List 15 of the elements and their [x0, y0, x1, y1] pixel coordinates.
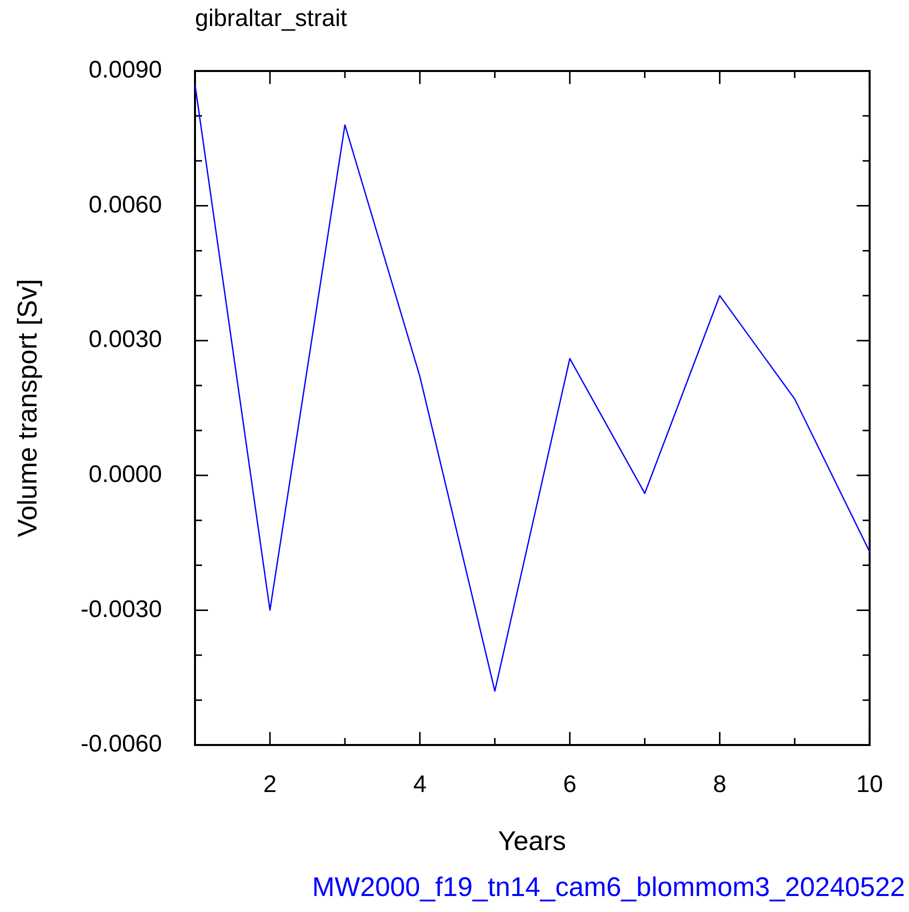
chart-title: gibraltar_strait	[195, 5, 348, 33]
x-axis-title: Years	[498, 826, 566, 857]
y-tick-label: 0.0030	[88, 326, 162, 354]
x-tick-label: 4	[413, 771, 427, 798]
y-axis-title: Volume transport [Sv]	[12, 278, 44, 538]
x-tick-label: 8	[713, 771, 726, 798]
y-tick-label: 0.0090	[88, 56, 162, 84]
text: MW2000_f19_tn14_cam6_blommom3_20240522	[312, 872, 905, 903]
y-tick-label: 0.0000	[88, 461, 162, 488]
y-tick-label: -0.0060	[80, 730, 162, 758]
x-tick-label: 10	[856, 771, 884, 798]
x-tick-label: 2	[263, 771, 277, 798]
y-tick-label: -0.0030	[80, 596, 162, 623]
y-tick-label: 0.0060	[88, 191, 162, 218]
x-tick-label: 6	[563, 771, 576, 798]
